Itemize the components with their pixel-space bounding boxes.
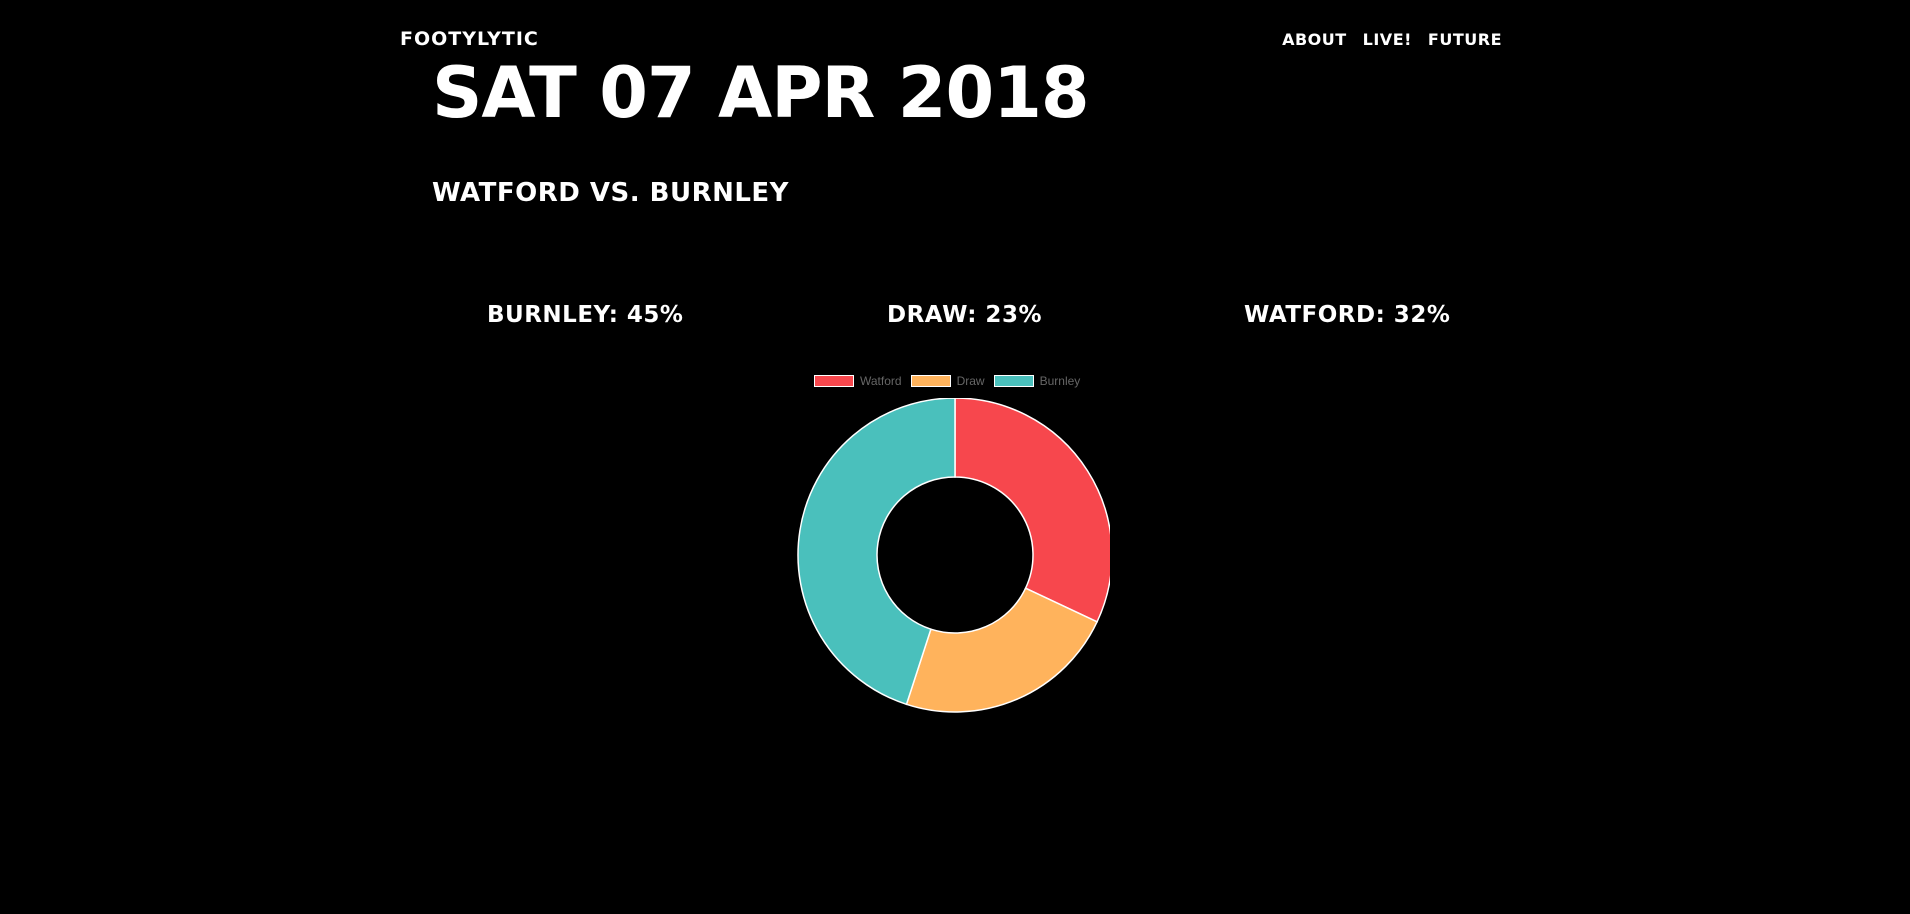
donut-slice-burnley[interactable] [797,398,956,706]
nav-live[interactable]: LIVE! [1362,30,1412,49]
match-title: WATFORD VS. BURNLEY [432,178,790,208]
nav-about[interactable]: ABOUT [1282,30,1347,49]
legend-label: Draw [956,374,985,388]
donut-slice-draw[interactable] [905,587,1099,713]
draw-probability: DRAW: 23% [887,302,1042,328]
legend-swatch [910,375,951,387]
watford-probability: WATFORD: 32% [1244,302,1451,328]
main-nav: ABOUT LIVE! FUTURE [1282,30,1502,49]
donut-chart [797,398,1110,713]
burnley-probability: BURNLEY: 45% [487,302,684,328]
match-date: SAT 07 APR 2018 [432,52,1090,134]
legend-label: Burnley [1039,374,1081,388]
legend-label: Watford [860,374,902,388]
legend-swatch [814,375,854,387]
donut-slice-watford[interactable] [954,398,1110,623]
legend-item-watford[interactable]: Watford [814,374,902,388]
brand-logo[interactable]: FOOTYLYTIC [400,28,539,50]
chart-legend: Watford Draw Burnley [814,374,1080,388]
legend-swatch [993,375,1034,387]
probability-chart: Watford Draw Burnley [780,365,1130,725]
legend-item-draw[interactable]: Draw [910,374,985,388]
legend-item-burnley[interactable]: Burnley [993,374,1081,388]
nav-future[interactable]: FUTURE [1427,30,1502,49]
